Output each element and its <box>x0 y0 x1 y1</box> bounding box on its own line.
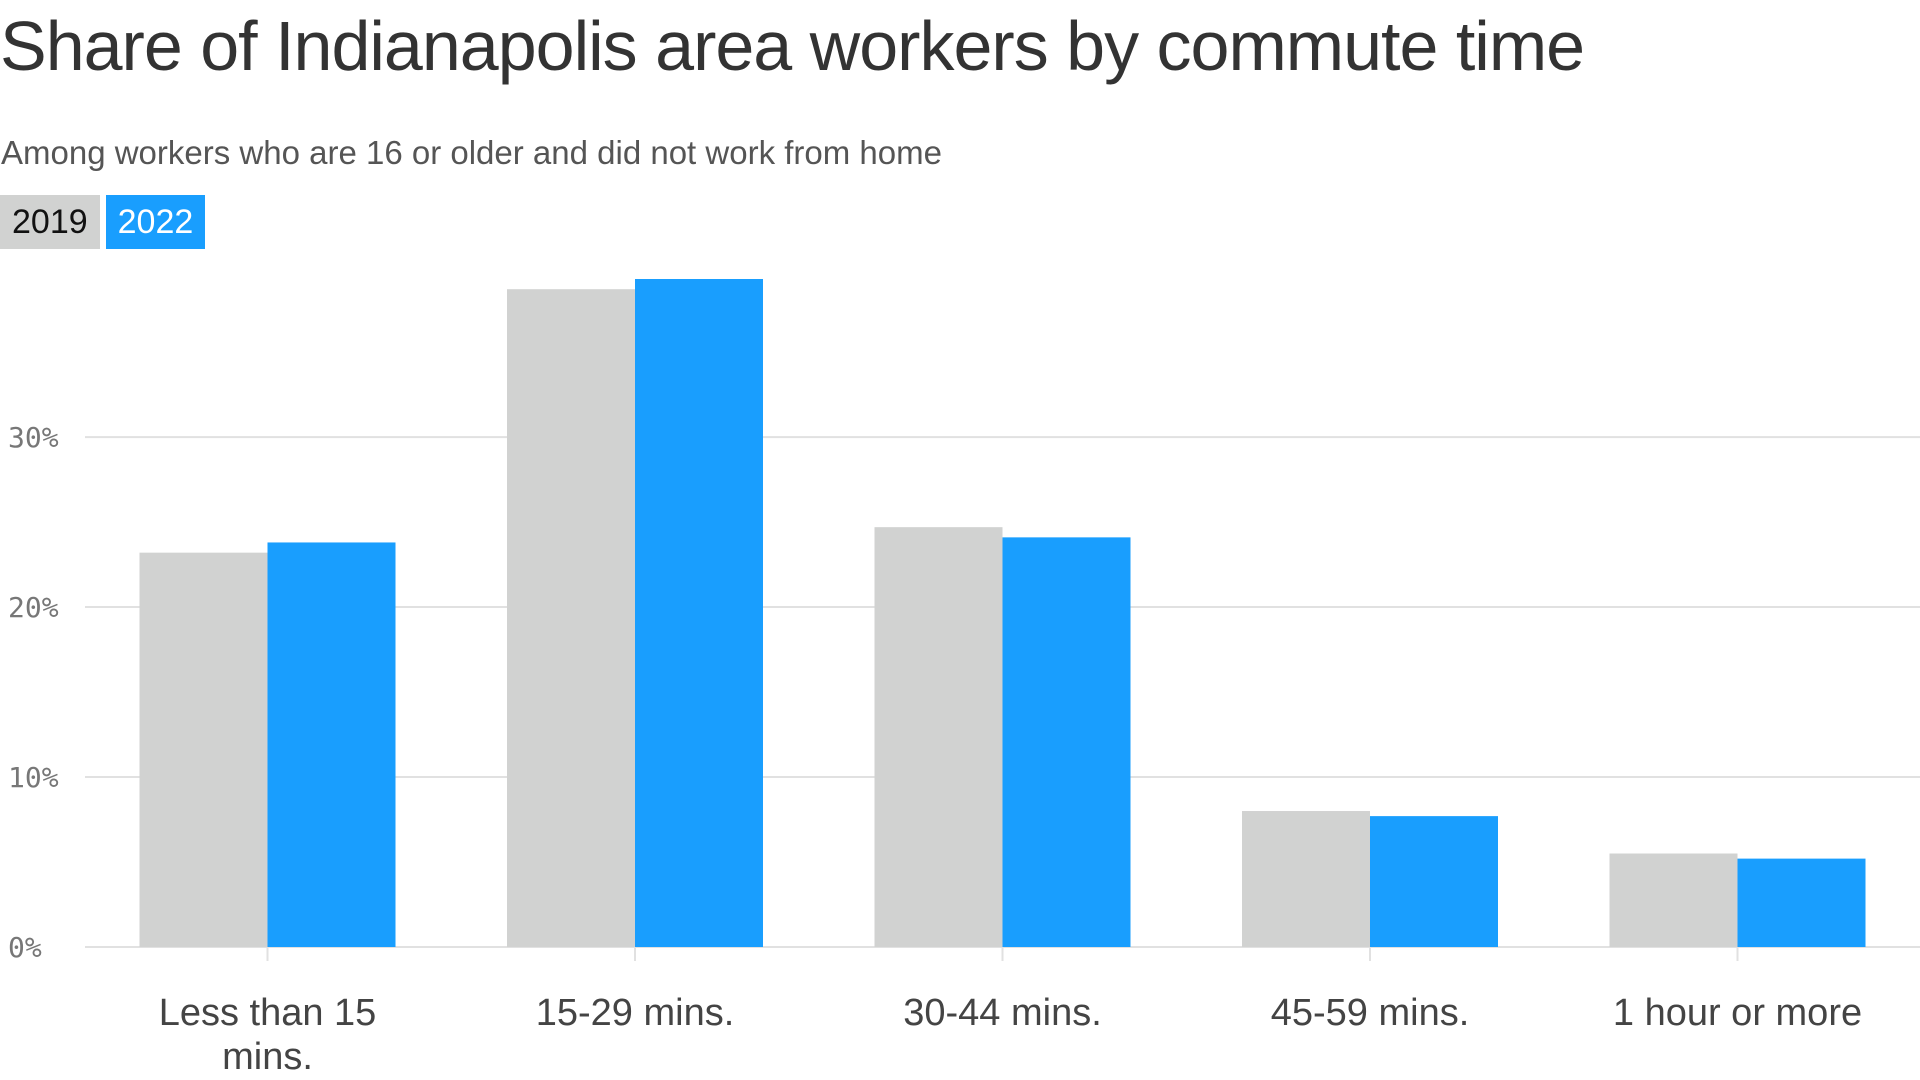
legend-item-2019: 2019 <box>0 195 100 249</box>
bar-2022-4 <box>1737 858 1866 947</box>
y-tick-label-30: 30% <box>8 421 59 454</box>
y-tick-label-0: 0% <box>8 931 42 964</box>
x-category-label-2: 30-44 mins. <box>903 992 1102 1034</box>
y-tick-label-10: 10% <box>8 761 59 794</box>
bar-2022-1 <box>635 279 763 947</box>
y-tick-label-20: 20% <box>8 591 59 624</box>
bar-2022-3 <box>1370 816 1498 947</box>
x-category-label-0: Less than 15 mins. <box>159 992 377 1078</box>
chart-subtitle: Among workers who are 16 or older and di… <box>1 134 942 171</box>
bar-2019-3 <box>1242 811 1370 947</box>
bar-2019-4 <box>1609 853 1738 947</box>
bar-2022-2 <box>1002 537 1131 947</box>
chart-title: Share of Indianapolis area workers by co… <box>0 7 1585 85</box>
chart-legend: 2019 2022 <box>0 195 206 249</box>
bar-2019-1 <box>507 289 635 947</box>
bar-2019-0 <box>139 552 268 947</box>
bar-2022-0 <box>267 542 396 947</box>
x-category-label-4: 1 hour or more <box>1613 992 1862 1034</box>
x-category-label-1: 15-29 mins. <box>536 992 735 1034</box>
legend-item-2022: 2022 <box>105 195 206 249</box>
x-category-label-3: 45-59 mins. <box>1271 992 1470 1034</box>
bar-2019-2 <box>874 527 1003 947</box>
